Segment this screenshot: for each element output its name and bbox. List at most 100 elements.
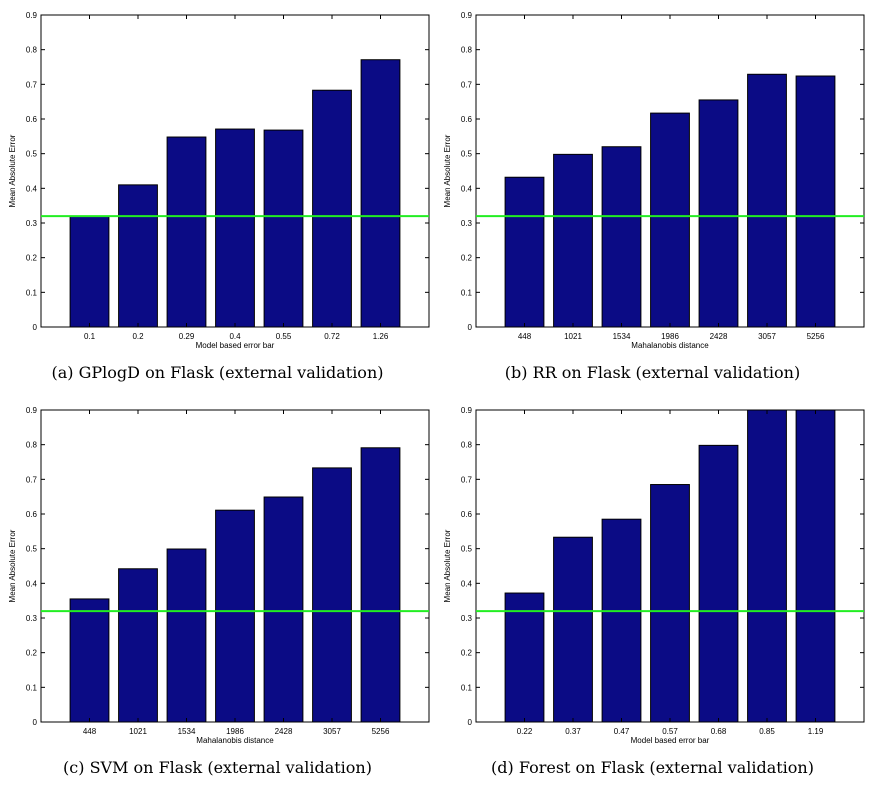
x-tick-label-c-0: 448: [83, 727, 97, 736]
x-tick-label-d-2: 0.47: [614, 727, 630, 736]
x-tick-label-d-6: 1.19: [808, 727, 824, 736]
x-tick-label-a-1: 0.2: [132, 332, 144, 341]
bar-d-3: [650, 484, 690, 723]
y-tick-label-b-5: 0.5: [461, 150, 473, 159]
y-tick-label-c-8: 0.8: [26, 441, 38, 450]
y-tick-label-d-5: 0.5: [461, 545, 473, 554]
y-tick-label-d-4: 0.4: [461, 579, 473, 588]
chart-panel-a: 0 0.1 0.2 0.3 0.4 0.5 0.6 0.7 0.8 0.9 0.1 0.2 0.29 0.…: [0, 0, 435, 395]
bar-a-1: [118, 184, 158, 328]
bar-b-1: [553, 153, 593, 328]
bar-d-6: [795, 409, 836, 723]
x-tick-label-b-0: 448: [518, 332, 532, 341]
bar-c-6: [360, 447, 401, 723]
x-tick-label-b-1: 1021: [564, 332, 582, 341]
caption-c: (c) SVM on Flask (external validation): [63, 758, 372, 777]
y-tick-label-c-2: 0.2: [26, 649, 38, 658]
bar-chart-c: 0 0.1 0.2 0.3 0.4 0.5 0.6 0.7 0.8 0.9 448 1021 1534 1…: [8, 406, 430, 745]
bar-b-6: [795, 75, 836, 328]
y-tick-label-a-4: 0.4: [26, 184, 38, 193]
bar-b-2: [601, 146, 642, 328]
caption-a: (a) GPlogD on Flask (external validation…: [51, 363, 384, 382]
bar-a-0: [69, 215, 110, 328]
y-tick-label-a-3: 0.3: [26, 219, 38, 228]
caption-d: (d) Forest on Flask (external validation…: [491, 758, 814, 777]
y-tick-label-d-0: 0: [468, 718, 473, 727]
y-tick-label-a-7: 0.7: [26, 80, 38, 89]
chart-panel-b: 0 0.1 0.2 0.3 0.4 0.5 0.6 0.7 0.8 0.9 448 1021 1534 1…: [435, 0, 870, 395]
bar-b-5: [747, 73, 787, 328]
x-tick-label-a-6: 1.26: [373, 332, 389, 341]
bar-a-5: [312, 89, 352, 328]
y-tick-label-b-0: 0: [468, 323, 473, 332]
y-axis-label-c: Mean Absolute Error: [8, 529, 17, 602]
bar-b-4: [698, 99, 739, 328]
x-tick-label-a-5: 0.72: [324, 332, 340, 341]
x-tick-label-a-0: 0.1: [84, 332, 96, 341]
y-tick-label-d-6: 0.6: [461, 510, 473, 519]
bar-d-2: [601, 518, 642, 723]
bar-c-1: [118, 568, 158, 723]
x-tick-label-a-3: 0.4: [229, 332, 241, 341]
bar-a-4: [263, 129, 304, 328]
x-tick-label-a-4: 0.55: [276, 332, 292, 341]
y-tick-label-c-5: 0.5: [26, 545, 38, 554]
bar-c-2: [166, 548, 207, 723]
y-tick-label-b-4: 0.4: [461, 184, 473, 193]
x-tick-label-d-1: 0.37: [565, 727, 581, 736]
bar-a-6: [360, 59, 401, 328]
bar-chart-d: 0 0.1 0.2 0.3 0.4 0.5 0.6 0.7 0.8 0.9 0.22 0.37 0.47…: [443, 406, 865, 745]
y-tick-label-c-7: 0.7: [26, 475, 38, 484]
x-tick-label-b-3: 1986: [661, 332, 679, 341]
y-tick-label-b-1: 0.1: [461, 288, 473, 297]
x-tick-label-d-0: 0.22: [517, 727, 533, 736]
y-tick-label-c-0: 0: [33, 718, 38, 727]
y-tick-label-c-4: 0.4: [26, 579, 38, 588]
bar-d-0: [504, 592, 545, 723]
x-tick-label-d-5: 0.85: [759, 727, 775, 736]
bar-c-0: [69, 598, 110, 723]
x-tick-label-b-4: 2428: [710, 332, 728, 341]
y-tick-label-b-3: 0.3: [461, 219, 473, 228]
y-tick-label-d-7: 0.7: [461, 475, 473, 484]
y-tick-label-a-1: 0.1: [26, 288, 38, 297]
bar-c-5: [312, 467, 352, 723]
y-tick-label-d-3: 0.3: [461, 614, 473, 623]
y-axis-label-d: Mean Absolute Error: [443, 529, 452, 602]
x-tick-label-c-5: 3057: [323, 727, 341, 736]
y-tick-label-a-9: 0.9: [26, 11, 38, 20]
y-tick-label-a-0: 0: [33, 323, 38, 332]
y-axis-label-a: Mean Absolute Error: [8, 134, 17, 207]
bar-d-5: [747, 409, 787, 723]
y-tick-label-a-8: 0.8: [26, 46, 38, 55]
y-tick-label-d-1: 0.1: [461, 683, 473, 692]
y-tick-label-c-1: 0.1: [26, 683, 38, 692]
x-axis-label-b: Mahalanobis distance: [631, 341, 709, 350]
x-tick-label-b-2: 1534: [613, 332, 631, 341]
x-tick-label-c-6: 5256: [372, 727, 390, 736]
y-tick-label-a-5: 0.5: [26, 150, 38, 159]
y-tick-label-d-8: 0.8: [461, 441, 473, 450]
x-tick-label-b-5: 3057: [758, 332, 776, 341]
y-axis-label-b: Mean Absolute Error: [443, 134, 452, 207]
y-tick-label-c-9: 0.9: [26, 406, 38, 415]
x-tick-label-d-3: 0.57: [662, 727, 678, 736]
x-tick-label-a-2: 0.29: [179, 332, 195, 341]
x-tick-label-c-4: 2428: [275, 727, 293, 736]
bar-a-3: [215, 128, 255, 328]
bar-b-3: [650, 112, 690, 328]
bar-a-2: [166, 136, 207, 328]
y-tick-label-b-9: 0.9: [461, 11, 473, 20]
x-axis-label-d: Model based error bar: [631, 736, 710, 745]
y-tick-label-b-2: 0.2: [461, 254, 473, 263]
y-tick-label-a-6: 0.6: [26, 115, 38, 124]
y-tick-label-d-2: 0.2: [461, 649, 473, 658]
y-tick-label-a-2: 0.2: [26, 254, 38, 263]
bar-b-0: [504, 176, 545, 328]
x-tick-label-c-1: 1021: [129, 727, 147, 736]
chart-panel-d: 0 0.1 0.2 0.3 0.4 0.5 0.6 0.7 0.8 0.9 0.22 0.37 0.47…: [435, 395, 870, 790]
y-tick-label-c-6: 0.6: [26, 510, 38, 519]
y-tick-label-b-7: 0.7: [461, 80, 473, 89]
y-tick-label-b-8: 0.8: [461, 46, 473, 55]
x-tick-label-d-4: 0.68: [711, 727, 727, 736]
